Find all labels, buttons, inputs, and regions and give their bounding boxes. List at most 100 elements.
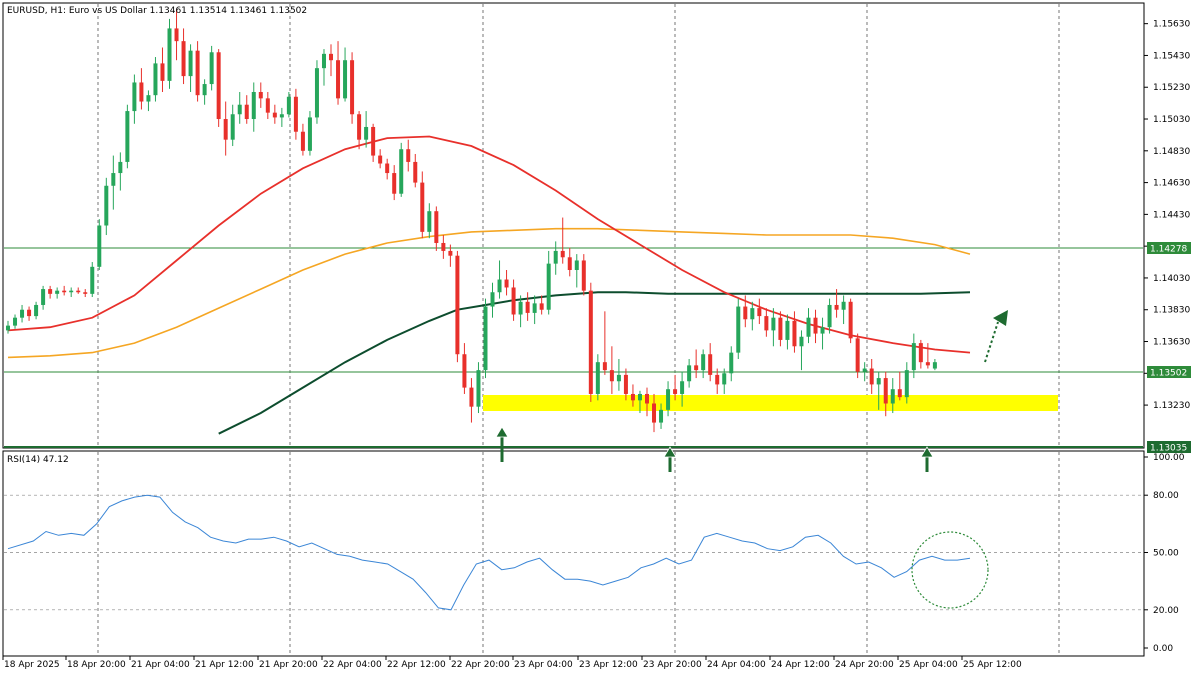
candle-body [265,98,270,113]
candle-body [160,63,165,81]
candle-body [659,409,664,423]
projection-arrow-shaft [984,321,999,363]
rsi-tick-label: 100.00 [1153,453,1185,463]
candle-body [455,255,460,355]
rsi-title: RSI(14) 47.12 [7,455,69,465]
candle-body [883,378,888,404]
candle-body [76,290,81,293]
candle-body [385,163,390,174]
candle-body [792,320,797,347]
candle-body [736,306,741,353]
candle-body [34,304,39,317]
time-tick-label: 18 Apr 2025 [4,660,60,670]
candle-body [581,260,586,291]
candle-body [715,374,720,385]
candle-body [251,92,256,120]
candle-body [722,373,727,385]
time-tick-label: 23 Apr 20:00 [643,660,702,670]
price-tag-box [1147,441,1191,453]
rsi-tick-label: 20.00 [1153,606,1179,616]
candle-body [307,117,312,151]
candle-body [666,389,671,410]
candle-body [279,114,284,118]
candle-body [132,82,137,112]
candle-body [848,301,853,339]
candle-body [652,403,657,423]
candle-body [574,260,579,270]
candle-body [806,317,811,337]
candle-body [609,370,614,382]
time-tick-label: 22 Apr 04:00 [323,660,382,670]
candle-body [855,338,860,372]
candle-body [932,362,937,369]
candle-body [209,52,214,85]
chart-title: EURUSD, H1: Euro vs US Dollar 1.13461 1.… [7,6,307,16]
time-tick-label: 21 Apr 04:00 [131,660,190,670]
candle-body [918,343,923,363]
rsi-highlight-circle [911,531,989,609]
candle-body [314,68,319,118]
candle-body [588,290,593,394]
candle-body [371,126,376,156]
time-tick-label: 18 Apr 20:00 [67,660,126,670]
candle-body [764,316,769,331]
candle-body [378,155,383,164]
up-arrow-1-head [495,426,509,438]
candle-body [90,266,95,294]
candle-body [553,250,558,264]
rsi-tick-label: 0.00 [1153,644,1173,654]
candle-body [321,53,326,69]
candles [6,9,937,433]
candle-body [469,387,474,407]
candle-body [483,306,488,371]
candle-body [139,82,144,102]
candle-body [778,317,783,340]
candle-body [434,211,439,243]
candle-body [55,290,60,294]
candle-body [673,389,678,394]
rsi-tick-label: 80.00 [1153,491,1179,501]
candle-body [546,263,551,310]
up-arrow-2-head [663,446,677,458]
price-axis: 1.15630 1.15430 1.15230 1.15030 1.14830 1.146… [1144,20,1191,454]
candle-body [694,365,699,371]
candle-body [820,327,825,334]
candle-body [167,28,172,81]
candle-body [62,290,67,293]
candle-body [862,368,867,372]
candle-body [644,393,649,404]
candle-body [420,182,425,232]
candle-body [258,92,263,99]
price-tick-label: 1.14630 [1153,179,1190,189]
price-tick-label: 1.15230 [1153,83,1190,93]
time-tick-label: 24 Apr 12:00 [771,660,830,670]
candle-body [637,393,642,401]
candle-body [41,289,46,305]
candle-body [153,63,158,96]
price-tick-label: 1.14030 [1153,274,1190,284]
price-tick-label: 1.14430 [1153,210,1190,220]
rsi-tick-label: 50.00 [1153,549,1179,559]
candle-body [286,96,291,115]
support-zone-rect [483,395,1058,411]
candle-body [174,28,179,42]
candle-body [750,308,755,320]
candle-body [504,279,509,288]
candle-body [181,41,186,77]
candle-body [904,370,909,398]
price-tick-label: 1.13830 [1153,306,1190,316]
candle-body [897,389,902,398]
candle-body [336,60,341,99]
candle-body [890,389,895,404]
candle-body [476,370,481,407]
candle-body [216,52,221,120]
candle-body [146,95,151,102]
candle-body [350,60,355,115]
candle-body [69,290,74,293]
candle-body [743,306,748,320]
candle-body [188,50,193,77]
grid [4,4,1143,655]
candle-body [630,393,635,401]
price-tick-label: 1.13230 [1153,401,1190,411]
